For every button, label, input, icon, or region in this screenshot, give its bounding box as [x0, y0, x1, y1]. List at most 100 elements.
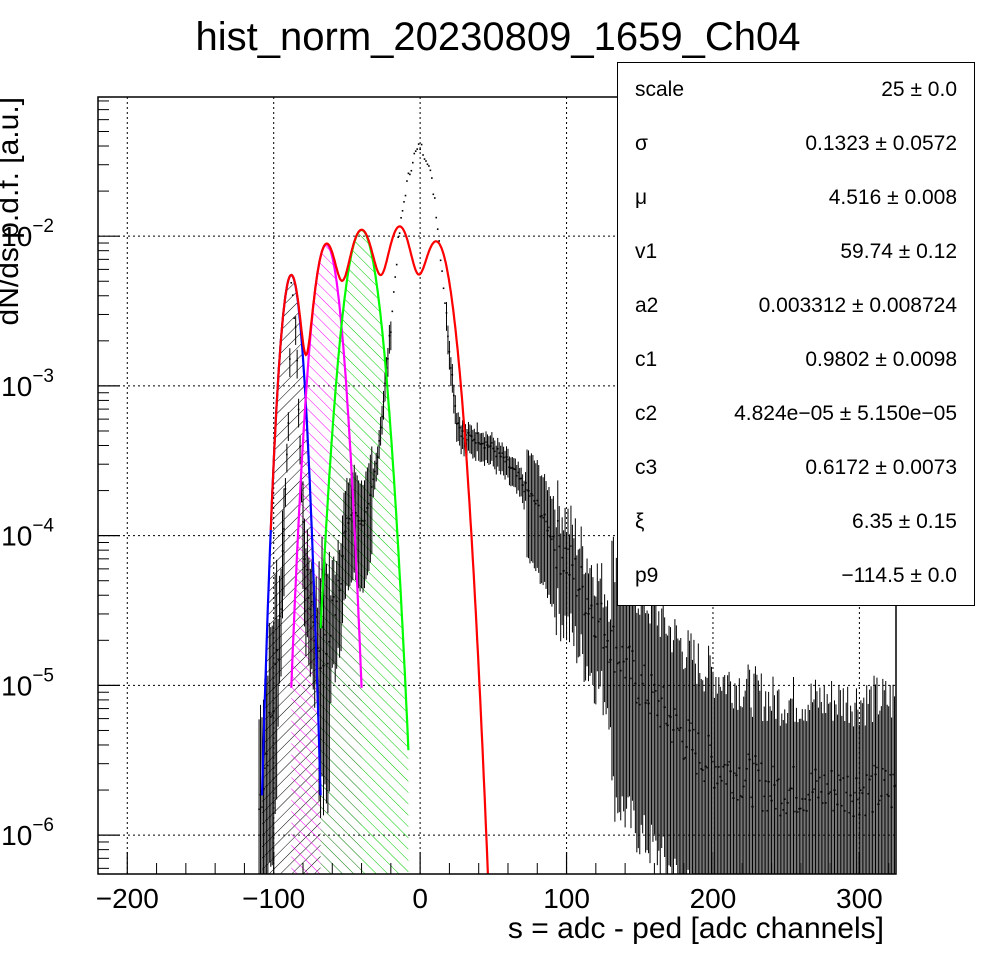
data-point [510, 467, 512, 470]
data-point [659, 725, 662, 728]
data-point [375, 462, 378, 465]
data-point [606, 639, 609, 642]
data-point [400, 216, 402, 219]
data-point [734, 772, 736, 775]
data-point [772, 765, 774, 768]
data-point [801, 798, 804, 800]
data-point [280, 608, 282, 610]
data-point [590, 604, 593, 607]
data-point [798, 807, 801, 810]
data-point [347, 522, 350, 524]
data-point [330, 634, 332, 637]
data-point [305, 587, 307, 590]
data-point [874, 773, 877, 776]
data-point [805, 810, 808, 812]
data-point [662, 686, 664, 688]
data-point [745, 767, 748, 770]
data-point [332, 596, 335, 598]
data-point [735, 774, 738, 777]
data-point [526, 489, 528, 491]
data-point [460, 435, 462, 438]
data-point [505, 456, 508, 458]
data-point [766, 809, 768, 812]
data-point [586, 598, 588, 600]
stats-param-name: σ [635, 132, 648, 155]
data-point [406, 180, 408, 182]
data-point [719, 775, 722, 778]
data-point [407, 172, 410, 175]
y-tick-label: 10−3 [1, 366, 54, 402]
data-point [365, 511, 367, 513]
data-point [794, 810, 796, 813]
data-point [846, 775, 849, 778]
data-point [378, 440, 380, 442]
data-point [778, 778, 780, 780]
data-point [706, 766, 708, 769]
data-point [857, 798, 859, 801]
data-point [432, 193, 435, 196]
data-point [824, 802, 827, 804]
data-point [433, 197, 436, 199]
data-point [595, 636, 597, 638]
data-point [335, 600, 338, 603]
data-point [633, 659, 635, 662]
data-point [466, 438, 468, 441]
data-point [712, 760, 714, 763]
data-point [854, 791, 856, 794]
data-point [587, 613, 590, 615]
data-point [628, 645, 631, 648]
y-tick-label: 10−2 [1, 216, 54, 252]
data-point [786, 801, 789, 804]
y-axis-title: dN/ds p.d.f. [a.u.] [0, 97, 25, 325]
total-fit-curve [269, 225, 489, 874]
data-point [877, 803, 880, 806]
data-point [346, 517, 348, 520]
data-point [570, 545, 572, 547]
data-point [640, 674, 643, 676]
data-point [756, 763, 758, 766]
data-point [867, 792, 869, 795]
data-point [445, 312, 448, 314]
data-point [581, 585, 584, 588]
data-point [470, 435, 473, 437]
data-point [392, 291, 395, 293]
data-point [417, 143, 420, 145]
data-point [312, 621, 315, 623]
data-point [483, 447, 486, 449]
data-point [419, 148, 421, 151]
data-point [845, 791, 848, 794]
data-point [889, 774, 891, 776]
data-point [322, 664, 325, 667]
data-point [835, 793, 837, 796]
data-point [554, 549, 556, 551]
data-point [261, 806, 263, 808]
data-point [551, 538, 553, 541]
data-point [508, 466, 511, 469]
data-point [858, 813, 861, 816]
data-point [562, 569, 565, 572]
data-point [769, 795, 771, 797]
stats-param-value: 0.1323 ± 0.0572 [805, 132, 957, 155]
data-point [296, 359, 298, 362]
y-tick-exponent: −5 [32, 665, 54, 686]
y-tick-base: 10 [1, 221, 32, 252]
data-point [448, 350, 451, 353]
data-point [274, 663, 276, 666]
stats-param-value: 0.003312 ± 0.008724 [758, 294, 957, 317]
data-point [615, 646, 618, 649]
data-point [816, 780, 818, 782]
data-point [810, 772, 812, 775]
data-point [297, 408, 300, 411]
data-point [843, 810, 846, 812]
data-point [630, 677, 632, 680]
data-point [479, 443, 481, 445]
data-point [267, 764, 269, 767]
data-point [668, 714, 670, 717]
x-tick-label: 0 [412, 883, 428, 914]
data-point [836, 803, 839, 806]
data-point [761, 810, 764, 812]
data-point [438, 240, 440, 242]
data-point [754, 755, 757, 757]
data-point [737, 798, 739, 801]
data-point [319, 667, 322, 669]
